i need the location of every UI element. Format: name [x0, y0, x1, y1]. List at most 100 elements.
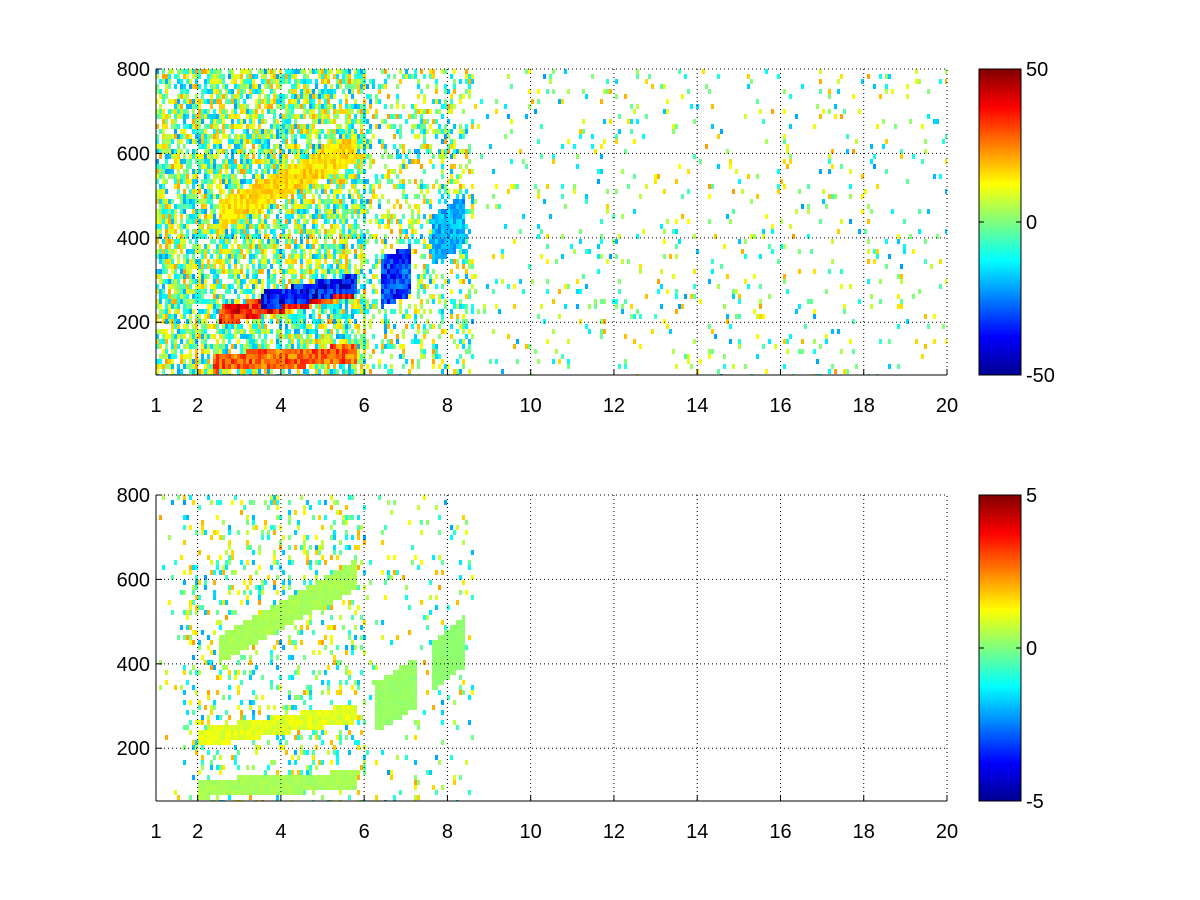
heatmap-cell	[252, 354, 255, 359]
heatmap-cell	[186, 324, 189, 329]
heatmap-cell	[738, 179, 741, 184]
heatmap-cell	[219, 254, 222, 259]
heatmap-cell	[192, 139, 195, 144]
heatmap-cell	[201, 344, 204, 349]
heatmap-cell	[246, 104, 249, 109]
heatmap-cell	[813, 269, 816, 274]
heatmap-cell	[672, 124, 675, 129]
heatmap-cell	[336, 149, 339, 154]
heatmap-cell	[342, 69, 345, 74]
heatmap-cell	[318, 324, 321, 329]
heatmap-cell	[462, 314, 465, 319]
heatmap-cell	[372, 189, 375, 194]
heatmap-cell	[315, 319, 318, 324]
heatmap-cell	[330, 244, 333, 249]
heatmap-cell	[264, 354, 267, 359]
heatmap-cell	[468, 209, 471, 214]
heatmap-cell	[213, 304, 216, 309]
heatmap-cell	[327, 174, 330, 179]
heatmap-cell	[267, 304, 270, 309]
heatmap-cell	[720, 264, 723, 269]
heatmap-cell	[237, 199, 240, 204]
heatmap-cell	[339, 284, 342, 289]
heatmap-cell	[237, 184, 240, 189]
heatmap-cell	[840, 269, 843, 274]
heatmap-cell	[636, 119, 639, 124]
heatmap-cell	[270, 184, 273, 189]
heatmap-cell	[300, 294, 303, 299]
heatmap-cell	[384, 334, 387, 339]
heatmap-cell	[264, 159, 267, 164]
heatmap-cell	[906, 94, 909, 99]
heatmap-cell	[285, 299, 288, 304]
heatmap-cell	[405, 284, 408, 289]
heatmap-cell	[456, 264, 459, 269]
heatmap-cell	[186, 164, 189, 169]
heatmap-cell	[528, 264, 531, 269]
heatmap-cell	[204, 249, 207, 254]
heatmap-cell	[282, 164, 285, 169]
heatmap-cell	[213, 179, 216, 184]
heatmap-cell	[360, 199, 363, 204]
heatmap-cell	[927, 209, 930, 214]
heatmap-cell	[936, 234, 939, 239]
heatmap-cell	[384, 314, 387, 319]
heatmap-cell	[231, 119, 234, 124]
heatmap-cell	[348, 189, 351, 194]
heatmap-cell	[288, 149, 291, 154]
heatmap-cell	[330, 89, 333, 94]
heatmap-cell	[261, 294, 264, 299]
heatmap-cell	[204, 149, 207, 154]
heatmap-cell	[276, 169, 279, 174]
heatmap-cell	[396, 114, 399, 119]
heatmap-cell	[318, 349, 321, 354]
heatmap-cell	[447, 129, 450, 134]
heatmap-cell	[324, 294, 327, 299]
heatmap-cell	[432, 229, 435, 234]
heatmap-cell	[831, 149, 834, 154]
heatmap-cell	[228, 334, 231, 339]
heatmap-cell	[222, 204, 225, 209]
heatmap-cell	[237, 359, 240, 364]
heatmap-cell	[411, 159, 414, 164]
heatmap-cell	[339, 144, 342, 149]
heatmap-cell	[603, 329, 606, 334]
heatmap-cell	[228, 234, 231, 239]
heatmap-cell	[576, 304, 579, 309]
heatmap-cell	[735, 314, 738, 319]
heatmap-cell	[279, 254, 282, 259]
heatmap-cell	[186, 159, 189, 164]
heatmap-cell	[243, 369, 246, 374]
heatmap-cell	[216, 219, 219, 224]
heatmap-cell	[351, 294, 354, 299]
heatmap-cell	[348, 224, 351, 229]
heatmap-cell	[201, 99, 204, 104]
heatmap-cell	[324, 159, 327, 164]
heatmap-cell	[279, 154, 282, 159]
heatmap-cell	[753, 309, 756, 314]
heatmap-cell	[243, 234, 246, 239]
heatmap-cell	[309, 164, 312, 169]
heatmap-cell	[276, 239, 279, 244]
heatmap-cell	[180, 314, 183, 319]
heatmap-cell	[474, 199, 477, 204]
heatmap-cell	[300, 269, 303, 274]
heatmap-cell	[351, 104, 354, 109]
heatmap-cell	[441, 139, 444, 144]
heatmap-cell	[522, 159, 525, 164]
heatmap-cell	[297, 104, 300, 109]
heatmap-cell	[375, 289, 378, 294]
heatmap-cell	[639, 264, 642, 269]
heatmap-cell	[897, 234, 900, 239]
heatmap-cell	[225, 99, 228, 104]
heatmap-cell	[399, 249, 402, 254]
heatmap-cell	[687, 89, 690, 94]
heatmap-cell	[186, 124, 189, 129]
heatmap-cell	[216, 134, 219, 139]
heatmap-cell	[462, 224, 465, 229]
heatmap-cell	[246, 264, 249, 269]
heatmap-cell	[870, 144, 873, 149]
heatmap-cell	[360, 249, 363, 254]
heatmap-cell	[315, 214, 318, 219]
heatmap-cell	[183, 259, 186, 264]
